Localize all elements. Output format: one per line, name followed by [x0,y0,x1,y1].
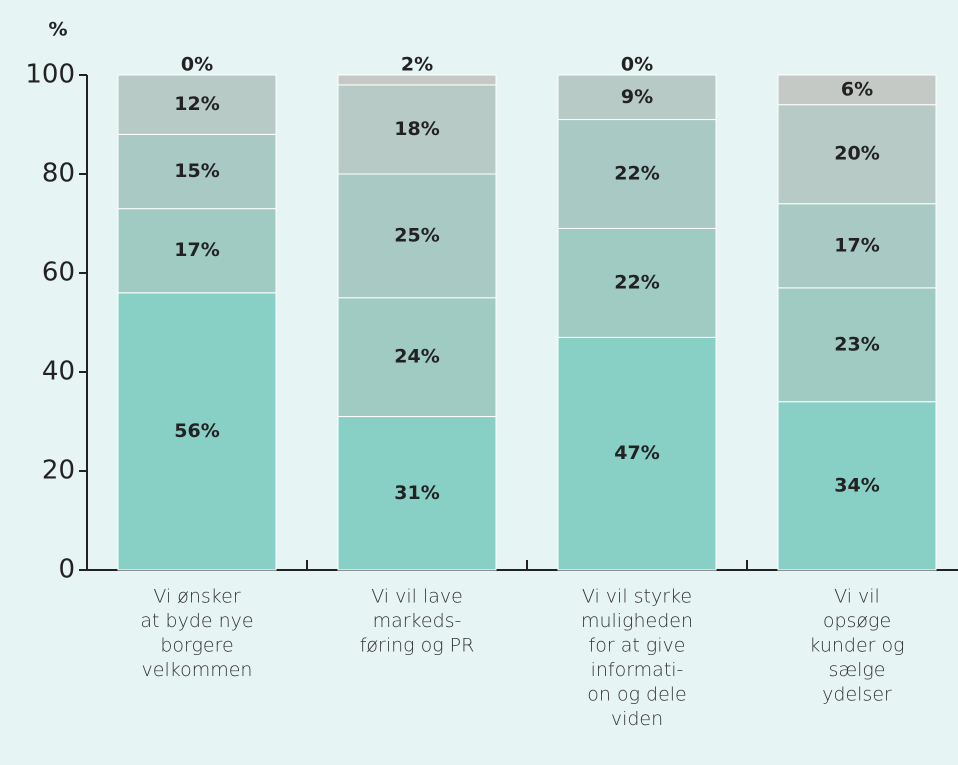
value-label: 0% [181,54,213,76]
y-tick-label: 20 [42,456,75,486]
value-label: 34% [834,474,879,496]
value-label: 25% [394,224,439,246]
bar-segment [337,74,497,86]
value-label: 23% [834,333,879,355]
x-tick-label: opsøge [823,610,891,632]
value-label: 56% [174,420,219,442]
y-tick-label: 80 [42,159,75,189]
x-tick-label: Vi vil styrke [582,586,692,608]
x-tick-label: muligheden [581,610,693,632]
value-label: 0% [621,54,653,76]
value-label: 15% [174,160,219,182]
bar-segment [777,203,937,289]
value-label: 17% [834,234,879,256]
value-label: 22% [614,163,659,185]
value-label: 24% [394,346,439,368]
x-tick-label: viden [611,708,663,730]
x-tick-label: ydelser [822,684,892,706]
value-label: 22% [614,271,659,293]
value-label: 20% [834,143,879,165]
x-tick-label: velkommen [142,659,253,681]
value-label: 9% [621,86,653,108]
y-tick-label: 60 [42,258,75,288]
bar-segment [117,292,277,571]
y-tick-label: 40 [42,357,75,387]
bar-segment [777,287,937,403]
x-tick-label: borgere [160,635,233,657]
x-tick-label: on og dele [587,684,687,706]
value-label: 12% [174,93,219,115]
bar-segment [557,119,717,229]
x-tick-label: at byde nye [140,610,253,632]
bar-segment [337,84,497,175]
value-label: 17% [174,239,219,261]
x-tick-label: sælge [829,659,886,681]
x-tick-label: føring og PR [360,635,475,657]
x-tick-label: Vi ønsker [153,586,240,608]
x-tick-label: for at give [589,635,686,657]
bar-segment [777,74,937,106]
bar-segment [557,227,717,338]
y-tick-label: 100 [25,60,75,90]
bar-segment [117,208,277,294]
x-tick-label: Vi vil [834,586,880,608]
y-tick-label: 0 [58,555,75,585]
x-tick-label: kunder og [809,635,904,657]
bar-segment [557,336,717,571]
bar-segment [337,173,497,299]
y-axis-label: % [48,19,67,41]
x-tick-label: informati- [591,659,684,681]
value-label: 6% [841,78,873,100]
bar-segment [557,74,717,121]
value-label: 31% [394,482,439,504]
bar-segment [337,297,497,418]
bar-segment [117,74,277,135]
x-tick-label: markeds- [373,610,462,632]
value-label: 2% [401,54,433,76]
bar-segment [117,133,277,210]
value-label: 18% [394,118,439,140]
bar-segment [777,104,937,205]
bar-segment [337,416,497,571]
value-label: 47% [614,442,659,464]
x-tick-label: Vi vil lave [371,586,463,608]
bar-segment [777,401,937,571]
